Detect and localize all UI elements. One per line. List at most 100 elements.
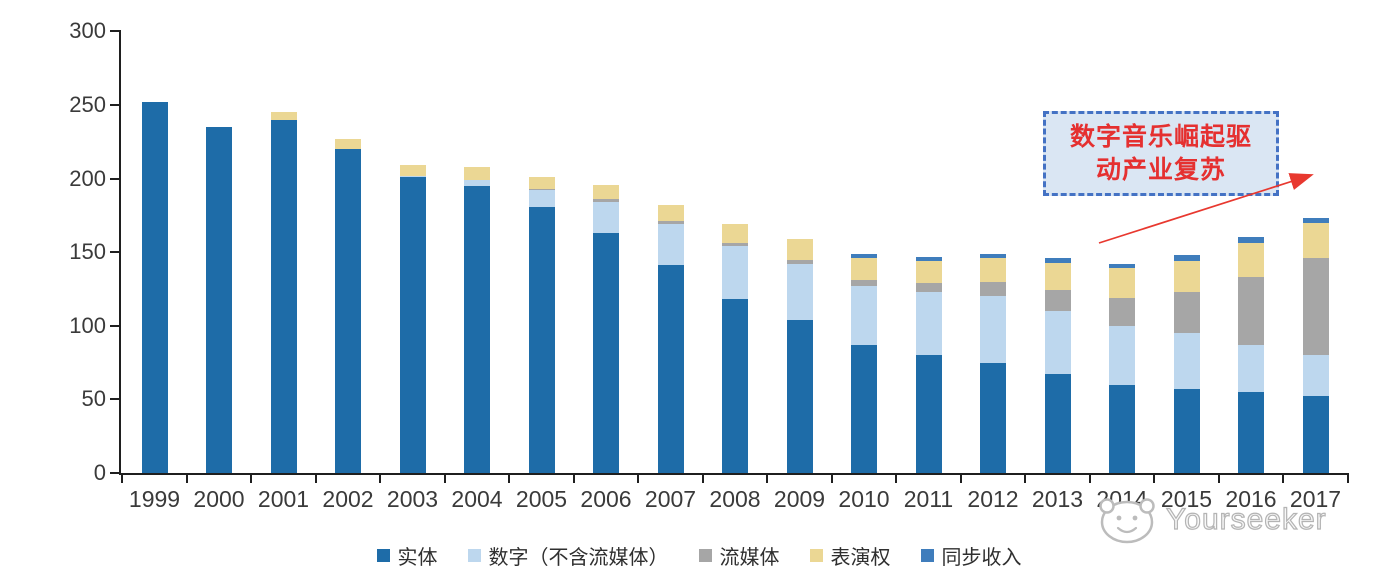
bar-segment-digital-excl-streaming-2009: [786, 263, 813, 320]
bar-segment-sync-revenue-2013: [1044, 258, 1071, 263]
bar-segment-sync-revenue-2017: [1302, 218, 1329, 223]
y-axis-tick: [110, 251, 119, 254]
bar-segment-streaming-2014: [1109, 297, 1135, 326]
y-axis-label-100: 100: [69, 312, 106, 338]
legend-label-sync-revenue: 同步收入: [941, 547, 1022, 569]
bar-segment-sync-revenue-2011: [915, 256, 942, 262]
bar-segment-digital-excl-streaming-2005: [528, 190, 555, 207]
bar-segment-physical-2009: [786, 319, 813, 473]
bar-segment-physical-2017: [1302, 396, 1329, 473]
bar-segment-performance-rights-2016: [1238, 243, 1264, 278]
x-axis-label-2012: 2012: [967, 486, 1019, 512]
bar-2016: [1238, 237, 1264, 473]
legend: 实体 数字（不含流媒体） 流媒体 表演权 同步收入: [0, 541, 1398, 570]
x-axis-tick: [185, 475, 188, 483]
x-axis-tick: [895, 475, 898, 483]
bar-segment-streaming-2007: [657, 221, 684, 225]
x-axis-label-2002: 2002: [322, 486, 374, 512]
y-axis-tick: [110, 324, 119, 327]
bar-segment-physical-2015: [1173, 389, 1200, 473]
bar-segment-physical-2013: [1044, 374, 1071, 473]
x-axis-label-1999: 1999: [128, 486, 181, 512]
x-axis-label-2015: 2015: [1160, 486, 1213, 512]
bar-segment-streaming-2008: [722, 243, 748, 247]
legend-swatch-physical-icon: [376, 549, 390, 562]
x-axis-tick: [250, 475, 253, 483]
legend-swatch-streaming-icon: [698, 549, 712, 562]
bar-segment-digital-excl-streaming-2017: [1302, 355, 1329, 397]
bar-segment-digital-excl-streaming-2013: [1044, 311, 1071, 375]
bar-segment-physical-2010: [851, 344, 877, 473]
annotation-text-line1: 数字音乐崛起驱: [1069, 122, 1252, 151]
bar-segment-physical-2004: [464, 185, 490, 473]
bar-segment-sync-revenue-2014: [1109, 263, 1135, 269]
x-axis-tick: [508, 475, 511, 483]
bar-segment-physical-2016: [1238, 392, 1264, 473]
x-axis-label-2001: 2001: [257, 486, 310, 512]
x-axis-label-2011: 2011: [903, 486, 954, 512]
legend-item-streaming: 流媒体: [698, 541, 780, 570]
bar-segment-streaming-2005: [528, 188, 555, 191]
legend-item-physical: 实体: [376, 541, 438, 570]
x-axis-tick: [1217, 475, 1220, 483]
bar-segment-physical-2007: [657, 265, 684, 473]
bar-segment-performance-rights-2003: [399, 165, 426, 176]
bar-segment-digital-excl-streaming-2007: [657, 224, 684, 266]
yourseeker-logo-icon: [1099, 498, 1155, 544]
bar-segment-performance-rights-2012: [980, 258, 1006, 282]
bar-segment-physical-2003: [399, 177, 426, 473]
y-axis-tick: [110, 472, 119, 474]
bar-segment-performance-rights-2005: [528, 177, 555, 189]
bar-segment-digital-excl-streaming-2014: [1109, 325, 1135, 385]
bar-segment-digital-excl-streaming-2012: [980, 296, 1006, 363]
bar-segment-performance-rights-2008: [722, 224, 748, 244]
bar-segment-performance-rights-2010: [851, 258, 877, 281]
bar-segment-digital-excl-streaming-2006: [593, 202, 619, 234]
bar-segment-physical-2014: [1109, 384, 1135, 473]
bar-2009: [786, 238, 813, 473]
x-axis-label-2013: 2013: [1031, 486, 1084, 512]
x-axis-label-2009: 2009: [773, 486, 826, 512]
bar-segment-performance-rights-2007: [657, 205, 684, 222]
bar-segment-performance-rights-2015: [1173, 261, 1200, 292]
bar-segment-digital-excl-streaming-2004: [464, 180, 490, 186]
x-axis-label-2017: 2017: [1289, 486, 1342, 512]
bar-segment-streaming-2006: [593, 199, 619, 203]
legend-label-digital-excl-streaming: 数字（不含流媒体）: [488, 547, 669, 569]
bar-segment-digital-excl-streaming-2015: [1173, 333, 1200, 390]
legend-label-performance-rights: 表演权: [830, 547, 891, 569]
x-axis-label-2008: 2008: [709, 486, 761, 512]
bar-segment-physical-2002: [335, 149, 361, 473]
y-axis: [119, 30, 121, 475]
bar-2006: [593, 184, 619, 474]
x-axis-tick: [1153, 475, 1156, 483]
x-axis-label-2010: 2010: [838, 486, 890, 512]
bar-segment-performance-rights-2001: [270, 112, 297, 120]
bar-segment-streaming-2010: [851, 280, 877, 287]
bar-segment-performance-rights-2009: [786, 238, 813, 260]
bar-segment-physical-2001: [270, 119, 297, 473]
bar-segment-physical-1999: [141, 102, 168, 473]
legend-label-streaming: 流媒体: [719, 547, 780, 569]
bar-2012: [980, 253, 1006, 473]
y-axis-label-50: 50: [81, 386, 106, 412]
x-axis-tick: [443, 475, 446, 483]
bar-segment-streaming-2011: [915, 283, 942, 292]
bar-2008: [722, 224, 748, 473]
legend-swatch-sync-revenue-icon: [920, 549, 934, 562]
bar-segment-streaming-2012: [980, 281, 1006, 297]
x-axis: [119, 473, 1349, 475]
x-axis-label-2005: 2005: [515, 486, 568, 512]
y-axis-label-300: 300: [69, 18, 106, 44]
bar-segment-physical-2000: [206, 127, 232, 473]
bar-segment-performance-rights-2011: [915, 261, 942, 284]
bar-2004: [464, 166, 490, 473]
bar-segment-streaming-2017: [1302, 258, 1329, 356]
bar-segment-streaming-2009: [786, 259, 813, 264]
y-axis-tick: [110, 177, 119, 180]
x-axis-tick: [959, 475, 962, 483]
x-axis-label-2000: 2000: [193, 486, 245, 512]
bar-2010: [851, 253, 877, 473]
bar-2014: [1109, 263, 1135, 473]
